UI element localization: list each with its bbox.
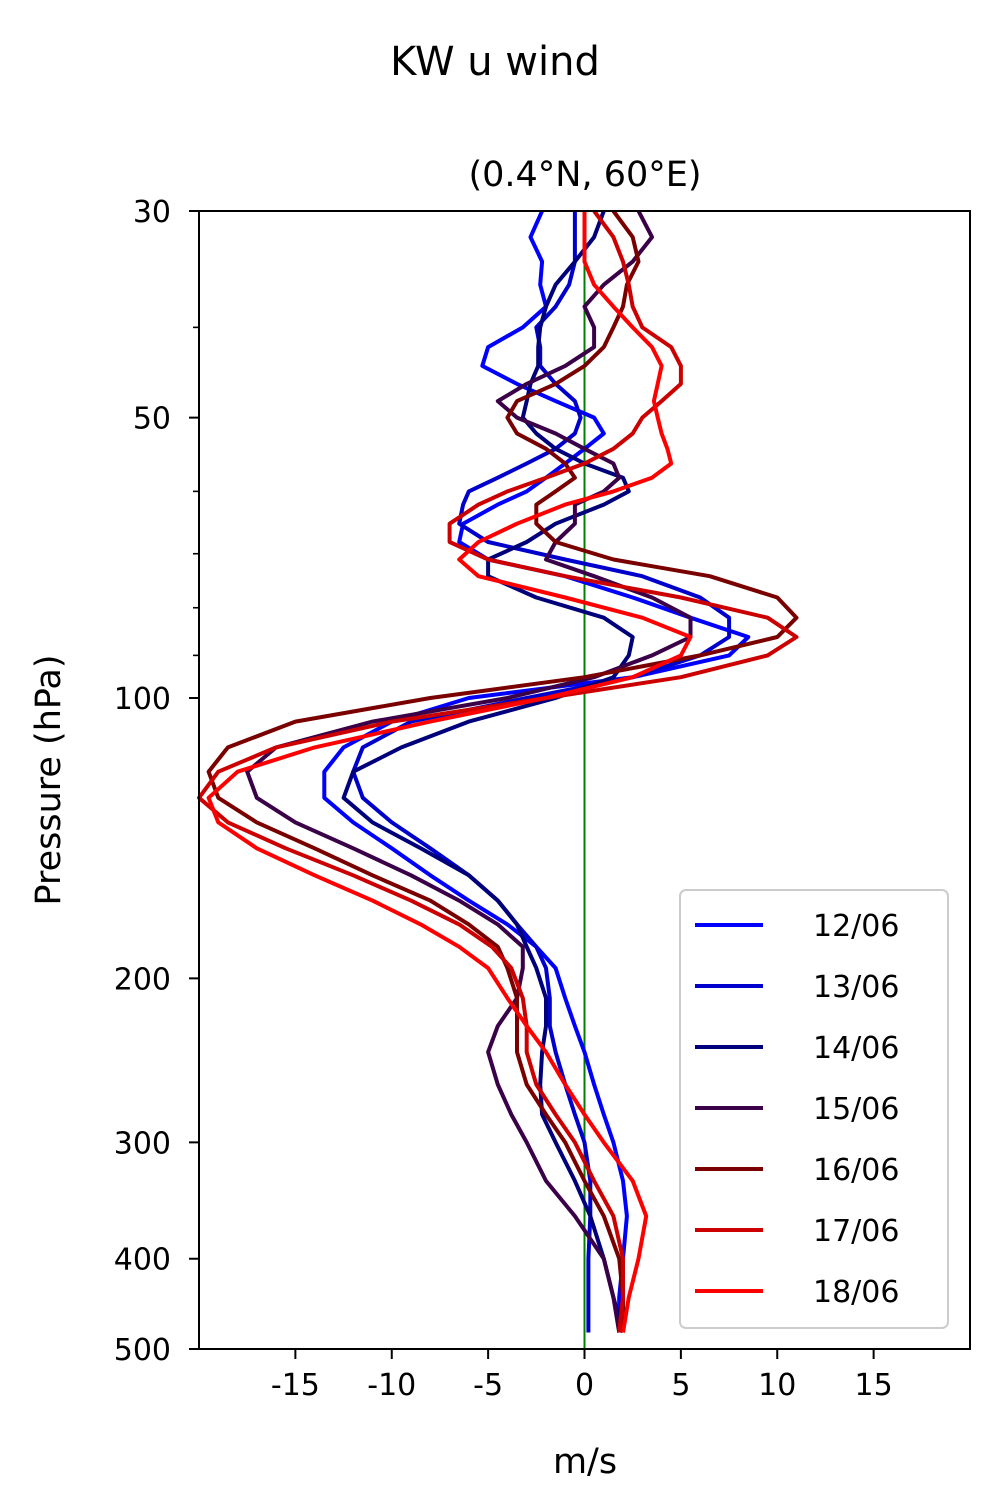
y-tick-label: 200 [114, 962, 171, 997]
y-axis-label: Pressure (hPa) [29, 654, 69, 905]
x-tick-label: 15 [855, 1368, 893, 1403]
y-tick-label: 30 [133, 195, 171, 230]
series-line-1 [322, 210, 751, 1333]
x-tick-label: 10 [758, 1368, 796, 1403]
y-tick-label: 100 [114, 682, 171, 717]
x-tick-label: -10 [367, 1368, 416, 1403]
legend-label: 13/06 [813, 970, 899, 1005]
y-tick-label: 50 [133, 402, 171, 437]
series-line-4 [245, 210, 693, 1333]
y-tick-label: 500 [114, 1333, 171, 1368]
chart-title: (0.4°N, 60°E) [468, 155, 701, 195]
legend-label: 15/06 [813, 1092, 899, 1127]
y-tick-label: 300 [114, 1126, 171, 1161]
series-line-5 [206, 209, 799, 1333]
x-tick-label: -15 [271, 1368, 320, 1403]
legend-label: 18/06 [813, 1275, 899, 1310]
x-tick-label: 5 [671, 1368, 690, 1403]
legend-label: 12/06 [813, 909, 899, 944]
series-line-7 [206, 211, 693, 1333]
x-axis-label: m/s [553, 1442, 617, 1482]
legend-box [679, 889, 949, 1329]
x-tick-label: -5 [473, 1368, 503, 1403]
series-line-6 [197, 209, 799, 1333]
legend-label: 14/06 [813, 1031, 899, 1066]
plot-area: -15 -10 -5 0 5 10 15 30 50 100 200 300 400 500 [114, 195, 971, 1403]
legend: 12/06 13/06 14/06 15/06 16/06 17/06 18/06 [679, 889, 949, 1329]
legend-label: 16/06 [813, 1153, 899, 1188]
chart-suptitle: KW u wind [390, 39, 600, 85]
x-tick-label: 0 [575, 1368, 594, 1403]
legend-label: 17/06 [813, 1214, 899, 1249]
y-tick-label: 400 [114, 1243, 171, 1278]
